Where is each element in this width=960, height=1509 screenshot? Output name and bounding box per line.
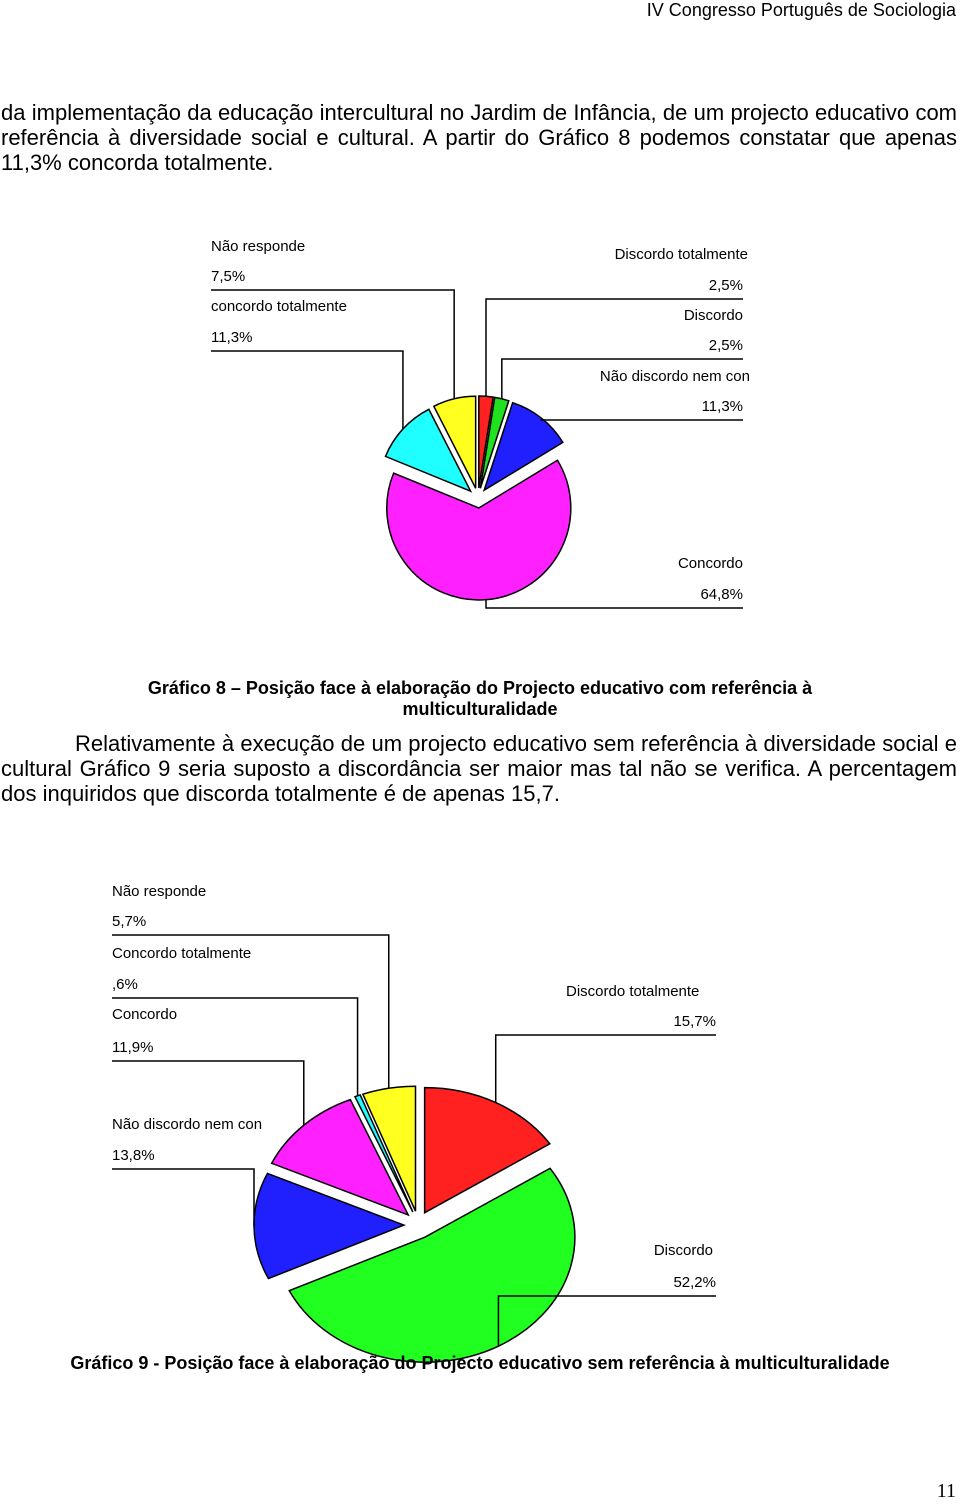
slice-label: Concordo (678, 555, 743, 572)
slice-label: Discordo totalmente (566, 983, 699, 1000)
slice-label: Discordo (684, 307, 743, 324)
slice-value-label: 11,3% (211, 329, 252, 346)
slice-value-label: 11,3% (702, 398, 743, 415)
leader-line (112, 1168, 255, 1227)
pie-slice (478, 395, 495, 489)
slice-value-label: 64,8% (700, 586, 743, 603)
slice-label: Discordo (654, 1242, 713, 1259)
slice-label: Concordo (112, 1006, 177, 1023)
slice-value-label: 2,5% (709, 337, 743, 354)
slice-value-label: 5,7% (112, 913, 146, 930)
leader-line (485, 298, 743, 397)
paragraph: da implementação da educação intercultur… (1, 100, 957, 175)
leader-line (211, 289, 455, 399)
slice-value-label: 2,5% (709, 277, 743, 294)
slice-value-label: ,6% (112, 976, 138, 993)
slice-label: Não responde (112, 883, 206, 900)
leader-line (211, 350, 404, 429)
slice-value-label: 7,5% (211, 268, 245, 285)
header: IV Congresso Português de Sociologia (646, 0, 956, 20)
slice-value-label: 52,2% (673, 1274, 716, 1291)
slice-label: Discordo totalmente (615, 246, 748, 263)
pie-slice (384, 408, 473, 493)
caption: Gráfico 8 – Posição face à elaboração do… (147, 678, 813, 719)
slice-value-label: 15,7% (673, 1013, 716, 1030)
caption: Gráfico 9 - Posição face à elaboração do… (70, 1353, 890, 1373)
slice-label: Concordo totalmente (112, 945, 251, 962)
pie-slice (423, 1086, 551, 1214)
leader-line (497, 1295, 716, 1347)
leader-line (485, 599, 743, 609)
leader-line (540, 418, 743, 421)
paragraph: Relativamente à execução de um projecto … (1, 731, 957, 806)
pie-slice (386, 459, 572, 601)
slice-label: concordo totalmente (211, 298, 347, 315)
leader-line (501, 358, 743, 399)
leader-line (112, 934, 390, 1089)
slice-label: Não discordo nem con (600, 368, 750, 385)
page-number: 11 (936, 1480, 956, 1502)
pie-slice (479, 396, 510, 489)
slice-value-label: 13,8% (112, 1147, 155, 1164)
slice-label: Não discordo nem con (112, 1116, 262, 1133)
pie-slice (432, 395, 477, 489)
leader-line (112, 1060, 305, 1126)
pie-slice (270, 1098, 410, 1217)
slice-value-label: 11,9% (112, 1039, 153, 1056)
leader-line (112, 997, 359, 1096)
slice-label: Não responde (211, 238, 305, 255)
leader-line (494, 1034, 716, 1103)
